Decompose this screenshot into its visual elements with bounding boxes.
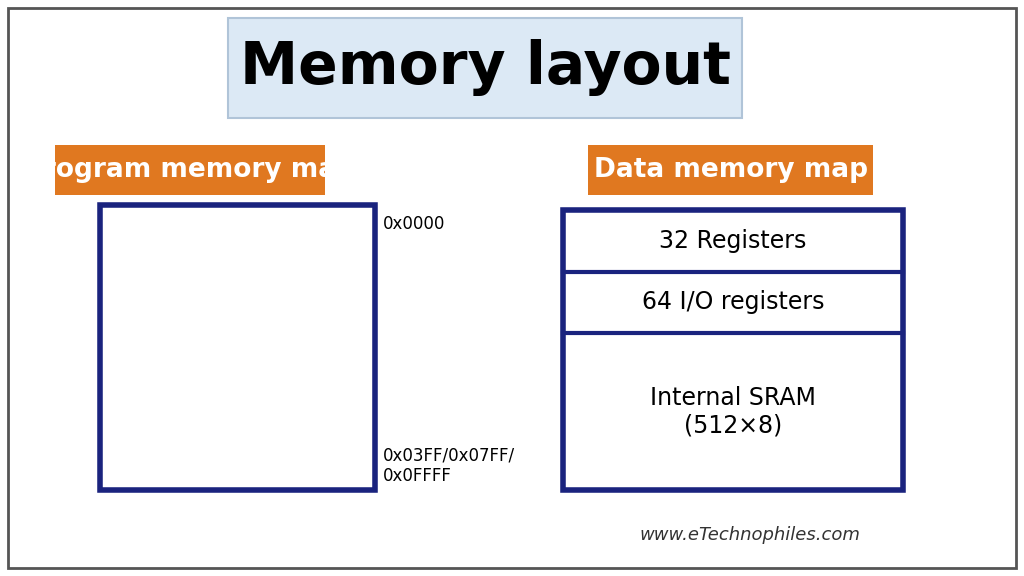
Text: Memory layout: Memory layout: [240, 40, 730, 97]
Text: 0x03FF/0x07FF/
0x0FFFF: 0x03FF/0x07FF/ 0x0FFFF: [383, 446, 515, 485]
Text: www.eTechnophiles.com: www.eTechnophiles.com: [640, 526, 860, 544]
Bar: [100, 205, 375, 490]
Bar: [563, 210, 903, 490]
Text: Data memory map: Data memory map: [594, 157, 867, 183]
Bar: [588, 145, 873, 195]
Text: Internal SRAM
(512×8): Internal SRAM (512×8): [650, 386, 816, 438]
Bar: [228, 18, 742, 118]
Text: 32 Registers: 32 Registers: [659, 229, 807, 253]
Bar: [55, 145, 325, 195]
Text: program memory map: program memory map: [25, 157, 355, 183]
Text: 64 I/O registers: 64 I/O registers: [642, 290, 824, 314]
Text: 0x0000: 0x0000: [383, 215, 445, 233]
